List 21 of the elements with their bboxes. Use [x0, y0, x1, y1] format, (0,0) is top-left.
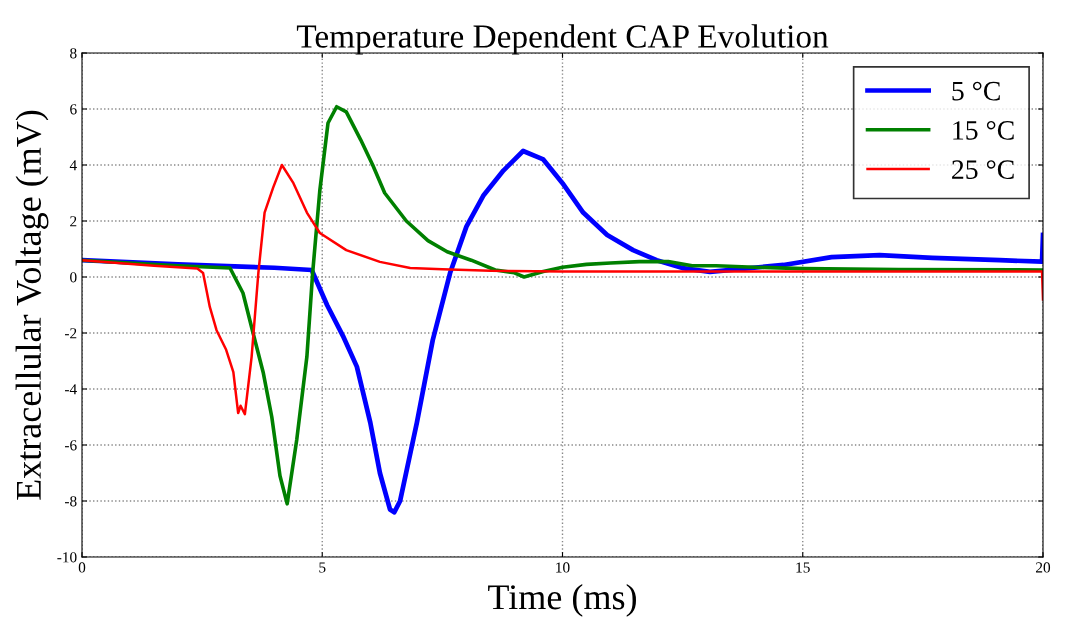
x-tick-label: 10 [556, 562, 570, 573]
y-tick-label: 6 [70, 104, 77, 115]
chart-title: Temperature Dependent CAP Evolution [296, 24, 829, 55]
y-tick-label: 4 [69, 160, 77, 171]
legend-label: 25 °C [952, 160, 1014, 179]
x-tick-label: 0 [78, 562, 86, 573]
y-tick-label: -2 [64, 328, 77, 339]
y-tick-label: -6 [64, 440, 77, 451]
x-tick-label: 5 [319, 562, 326, 573]
y-axis-title: Extracellular Voltage (mV) [15, 110, 49, 500]
y-tick-label: -4 [64, 384, 77, 395]
y-tick-label: 2 [70, 216, 77, 227]
x-axis-title: Time (ms) [488, 584, 636, 617]
x-tick-label: 20 [1036, 562, 1051, 573]
x-tick-label: 15 [796, 562, 810, 573]
legend-label: 5 °C [952, 81, 1000, 101]
y-tick-label: -8 [64, 496, 77, 507]
y-tick-label: -10 [57, 552, 77, 563]
y-tick-label: 8 [70, 48, 77, 59]
y-tick-label: 0 [70, 272, 77, 283]
legend-label: 15 °C [953, 121, 1014, 140]
